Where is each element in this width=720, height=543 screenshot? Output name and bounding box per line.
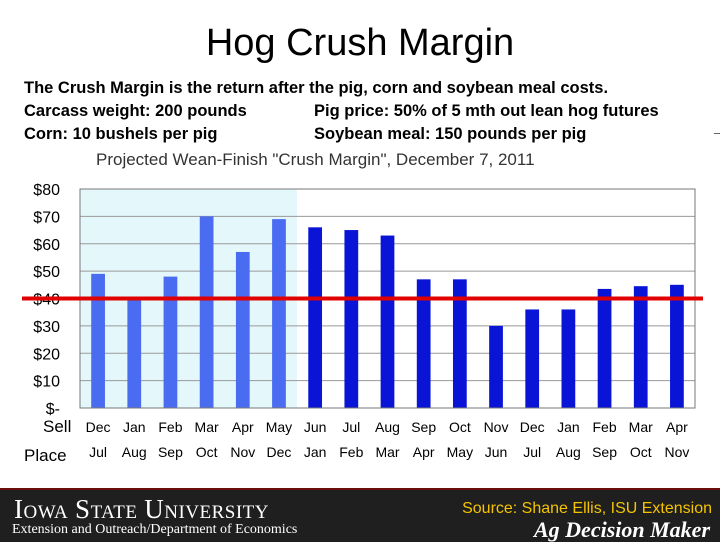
edge-tick-mark [714,133,720,134]
y-tick-label: $10 [33,374,60,391]
y-tick-label: $30 [33,319,60,336]
place-month-label: Apr [413,444,435,460]
isu-logo: IOWA STATE UNIVERSITY [14,494,270,524]
footer-bar: IOWA STATE UNIVERSITY Extension and Outr… [0,488,720,542]
footer-department: Extension and Outreach/Department of Eco… [12,522,298,537]
place-month-label: Nov [230,444,255,460]
place-month-label: Sep [592,444,617,460]
sell-month-label: Mar [629,419,653,435]
sell-month-label: Dec [86,419,111,435]
y-tick-label: $- [46,401,60,418]
place-month-label: Aug [556,444,581,460]
historical-bar [163,276,178,408]
projected-bar [452,279,467,408]
y-tick-label: $60 [33,237,60,254]
place-month-label: Feb [339,444,363,460]
sell-month-label: Jun [304,419,327,435]
place-row-label: Place [24,446,67,465]
sell-month-label: Feb [158,419,182,435]
source-credit: Source: Shane Ellis, ISU Extension [462,500,712,517]
sell-month-label: Jul [342,419,360,435]
ag-decision-maker-brand: Ag Decision Maker [534,517,710,542]
sell-month-label: Feb [592,419,616,435]
projected-bar [525,309,540,408]
y-tick-label: $80 [33,182,60,199]
place-month-label: Dec [267,444,292,460]
historical-bar [235,251,250,408]
place-month-label: Jun [485,444,508,460]
historical-bar [91,273,105,408]
projected-bar [561,309,576,408]
place-month-label: Jan [304,444,327,460]
sell-month-label: May [266,419,292,435]
slide-title: Hog Crush Margin [205,22,515,64]
place-month-label: Oct [630,444,652,460]
projected-bar [633,286,648,408]
historical-bar [272,219,286,408]
projected-bar [380,235,395,408]
y-tick-label: $70 [33,209,60,226]
sell-month-label: Apr [666,419,688,435]
sell-month-label: Mar [195,419,219,435]
sell-month-label: Apr [232,419,254,435]
sell-month-label: Jan [123,419,146,435]
place-month-label: Jul [523,444,541,460]
projected-bar [308,227,323,408]
place-month-label: Nov [664,444,689,460]
y-tick-label: $50 [33,264,60,281]
y-tick-label: $20 [33,346,60,363]
projected-bar [344,230,359,408]
soybean-meal-text: Soybean meal: 150 pounds per pig [314,125,587,143]
crush-margin-chart: $80$70$60$50$40$30$20$10$-SellPlaceDecJa… [22,182,703,465]
projected-bar [489,325,503,408]
projected-bar [670,284,684,408]
sell-month-label: Jan [557,419,580,435]
corn-text: Corn: 10 bushels per pig [24,125,218,143]
historical-bar [127,298,142,408]
place-month-label: Jul [89,444,107,460]
sell-month-label: Dec [520,419,545,435]
carcass-weight-text: Carcass weight: 200 pounds [24,102,247,120]
historical-bar [199,216,214,408]
projected-bar [597,288,612,408]
sell-month-label: Aug [375,419,400,435]
description-line-1: The Crush Margin is the return after the… [24,79,609,97]
sell-row-label: Sell [43,417,71,436]
place-month-label: Sep [158,444,183,460]
sell-month-label: Nov [484,419,509,435]
pig-price-text: Pig price: 50% of 5 mth out lean hog fut… [314,102,659,120]
place-month-label: May [447,444,473,460]
place-month-label: Oct [196,444,218,460]
projected-bar [416,279,431,408]
chart-title: Projected Wean-Finish "Crush Margin", De… [96,150,535,169]
sell-month-label: Oct [449,419,471,435]
place-month-label: Aug [122,444,147,460]
place-month-label: Mar [375,444,399,460]
sell-month-label: Sep [411,419,436,435]
